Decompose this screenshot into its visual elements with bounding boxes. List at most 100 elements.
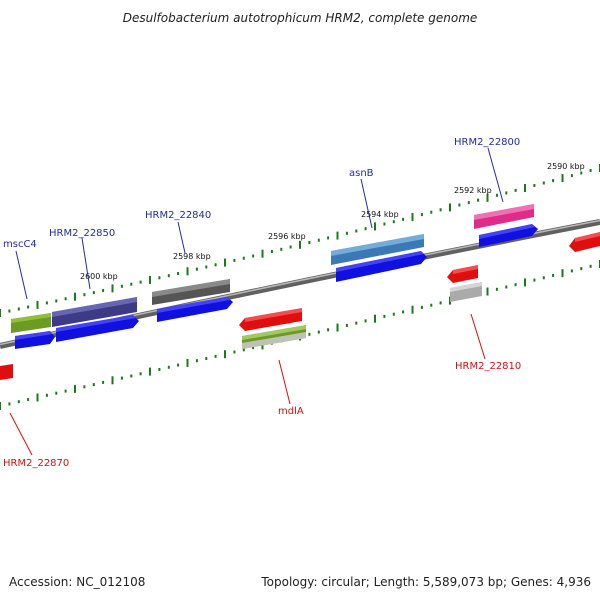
outer-track-minor-tick bbox=[214, 263, 217, 267]
feature-HRM2_22870[interactable] bbox=[0, 364, 13, 380]
feature-HRM2_22850[interactable] bbox=[52, 297, 139, 342]
inner-track-minor-tick bbox=[505, 285, 508, 289]
outer-track-minor-tick bbox=[242, 256, 245, 260]
inner-track-minor-tick bbox=[533, 278, 536, 282]
inner-track-minor-tick bbox=[345, 323, 348, 327]
outer-track-major-tick bbox=[36, 300, 39, 309]
outer-track-minor-tick bbox=[317, 238, 320, 242]
gene-label-HRM2_22870[interactable]: HRM2_22870 bbox=[3, 458, 69, 469]
feature-right-red[interactable] bbox=[569, 232, 600, 252]
inner-track-minor-tick bbox=[589, 264, 592, 268]
outer-track-major-tick bbox=[149, 275, 151, 284]
inner-track-minor-tick bbox=[252, 346, 255, 350]
outer-track-minor-tick bbox=[139, 280, 142, 284]
outer-track-minor-tick bbox=[345, 231, 348, 235]
outer-track-minor-tick bbox=[383, 222, 386, 226]
inner-track-minor-tick bbox=[158, 368, 161, 371]
feature-mscC4[interactable] bbox=[11, 313, 55, 349]
feature-HRM2_22840[interactable] bbox=[152, 279, 233, 322]
inner-track-minor-tick bbox=[542, 276, 545, 280]
leader-HRM2_22870 bbox=[9, 412, 33, 456]
outer-track-major-tick bbox=[0, 309, 1, 317]
inner-track-minor-tick bbox=[242, 348, 245, 352]
feature-HRM2_22810[interactable] bbox=[447, 265, 482, 302]
outer-track-minor-tick bbox=[280, 247, 283, 251]
outer-track-minor-tick bbox=[233, 258, 236, 262]
map-title: Desulfobacterium autotrophicum HRM2, com… bbox=[123, 11, 478, 25]
inner-track-minor-tick bbox=[177, 363, 180, 367]
inner-track-major-tick bbox=[524, 278, 526, 287]
inner-track-minor-tick bbox=[383, 314, 386, 318]
inner-track-minor-tick bbox=[317, 330, 320, 334]
outer-track-minor-tick bbox=[130, 282, 133, 286]
inner-track-minor-tick bbox=[233, 350, 236, 354]
inner-track-minor-tick bbox=[64, 389, 67, 393]
outer-track-major-tick bbox=[224, 258, 226, 267]
outer-track-minor-tick bbox=[327, 236, 330, 240]
outer-track-minor-tick bbox=[120, 284, 123, 288]
inner-track-minor-tick bbox=[364, 319, 367, 323]
genome-summary-text: Topology: circular; Length: 5,589,073 bp… bbox=[260, 575, 591, 589]
outer-track-major-tick bbox=[336, 231, 339, 240]
outer-track-minor-tick bbox=[514, 188, 517, 192]
inner-track-major-tick bbox=[149, 367, 151, 376]
inner-track-minor-tick bbox=[392, 312, 395, 316]
feature-mdlA[interactable] bbox=[239, 308, 306, 349]
outer-track-major-tick bbox=[486, 193, 489, 202]
inner-track-major-tick bbox=[336, 323, 339, 332]
outer-track-minor-tick bbox=[177, 272, 180, 275]
leader-HRM2_22800 bbox=[487, 147, 504, 203]
outer-track-minor-tick bbox=[589, 169, 592, 172]
accession-text: Accession: NC_012108 bbox=[9, 575, 145, 589]
outer-track-major-tick bbox=[299, 240, 301, 249]
inner-track-major-tick bbox=[0, 402, 1, 410]
inner-track-minor-tick bbox=[439, 301, 442, 305]
outer-track-major-tick bbox=[524, 184, 526, 192]
inner-track-minor-tick bbox=[83, 385, 86, 389]
leader-mscC4 bbox=[15, 250, 28, 300]
inner-track-minor-tick bbox=[102, 380, 105, 384]
kbp-label-2600: 2600 kbp bbox=[80, 272, 118, 281]
kbp-label-2592: 2592 kbp bbox=[454, 186, 492, 195]
inner-track-minor-tick bbox=[45, 393, 48, 397]
outer-track-minor-tick bbox=[167, 274, 170, 278]
outer-track-minor-tick bbox=[158, 276, 161, 280]
gene-label-asnB[interactable]: asnB bbox=[349, 168, 374, 179]
gene-label-HRM2_22800[interactable]: HRM2_22800 bbox=[454, 137, 520, 148]
outer-track-major-tick bbox=[449, 203, 451, 212]
outer-track-minor-tick bbox=[83, 293, 86, 297]
leader-mdlA bbox=[278, 359, 291, 405]
inner-track-minor-tick bbox=[195, 359, 198, 363]
inner-track-minor-tick bbox=[402, 310, 405, 314]
outer-track-minor-tick bbox=[552, 179, 555, 183]
outer-track-minor-tick bbox=[64, 297, 67, 301]
inner-track-minor-tick bbox=[139, 372, 142, 376]
outer-track-minor-tick bbox=[252, 254, 255, 258]
outer-track-minor-tick bbox=[92, 291, 95, 295]
inner-track-minor-tick bbox=[167, 365, 170, 369]
outer-track-major-tick bbox=[74, 292, 76, 301]
inner-track-minor-tick bbox=[570, 269, 573, 273]
outer-track-minor-tick bbox=[542, 181, 545, 185]
outer-track-minor-tick bbox=[570, 174, 573, 178]
inner-track-minor-tick bbox=[27, 398, 30, 402]
gene-label-HRM2_22810[interactable]: HRM2_22810 bbox=[455, 361, 521, 372]
inner-track-minor-tick bbox=[55, 391, 58, 395]
outer-track-minor-tick bbox=[102, 289, 105, 292]
kbp-label-2594: 2594 kbp bbox=[361, 210, 399, 219]
outer-track-minor-tick bbox=[55, 299, 58, 303]
gene-label-HRM2_22840[interactable]: HRM2_22840 bbox=[145, 210, 211, 221]
kbp-label-2598: 2598 kbp bbox=[173, 252, 211, 261]
outer-track-minor-tick bbox=[420, 213, 423, 217]
outer-track-minor-tick bbox=[533, 184, 536, 187]
feature-asnB[interactable] bbox=[331, 234, 427, 282]
gene-label-HRM2_22850[interactable]: HRM2_22850 bbox=[49, 228, 115, 239]
outer-track-minor-tick bbox=[195, 267, 198, 271]
inner-track-minor-tick bbox=[495, 287, 498, 291]
feature-HRM2_22800[interactable] bbox=[474, 204, 538, 247]
outer-track-minor-tick bbox=[580, 171, 583, 175]
outer-track-minor-tick bbox=[355, 229, 358, 233]
gene-label-mscC4[interactable]: mscC4 bbox=[3, 239, 37, 250]
gene-label-mdlA[interactable]: mdlA bbox=[278, 406, 304, 417]
